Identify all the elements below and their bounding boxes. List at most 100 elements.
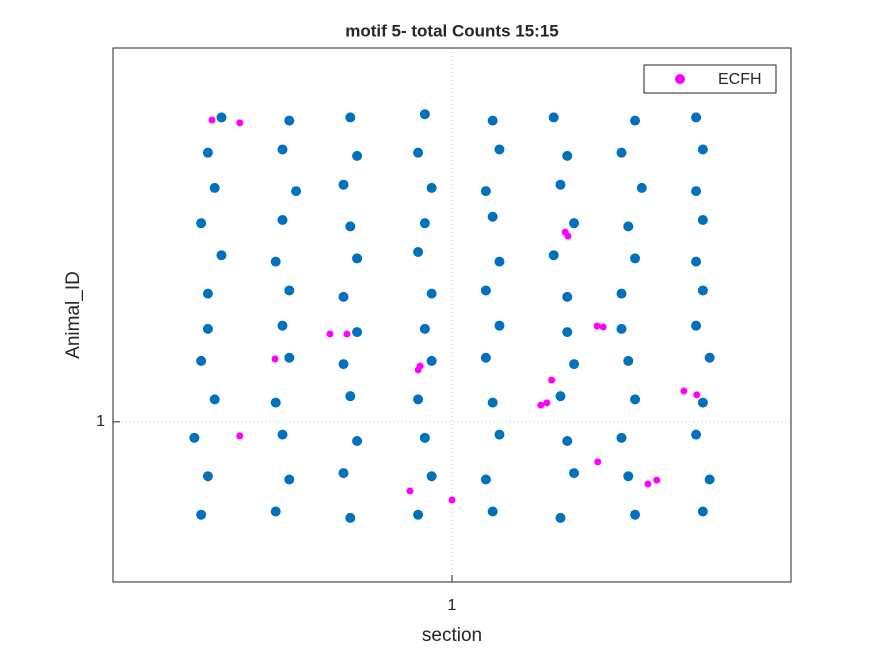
- scatter-point: [352, 253, 363, 264]
- scatter-point: [555, 391, 566, 402]
- chart-title: motif 5- total Counts 15:15: [345, 21, 558, 40]
- scatter-point: [345, 221, 356, 232]
- legend-box: [643, 64, 777, 94]
- scatter-point: [414, 366, 422, 374]
- scatter-point: [202, 471, 213, 482]
- scatter-point: [419, 109, 430, 120]
- scatter-point: [555, 512, 566, 523]
- scatter-point: [569, 218, 580, 229]
- scatter-point: [691, 256, 702, 267]
- scatter-point: [636, 182, 647, 193]
- scatter-point: [599, 323, 607, 331]
- scatter-point: [338, 359, 349, 370]
- scatter-point: [680, 387, 688, 395]
- scatter-point: [345, 112, 356, 123]
- scatter-point: [623, 221, 634, 232]
- scatter-point: [562, 291, 573, 302]
- scatter-point: [691, 429, 702, 440]
- x-tick-label: 1: [448, 597, 457, 614]
- scatter-point: [209, 394, 220, 405]
- scatter-point: [284, 285, 295, 296]
- scatter-point: [616, 147, 627, 158]
- scatter-point: [487, 506, 498, 517]
- legend-marker: [675, 74, 685, 84]
- scatter-point: [413, 394, 424, 405]
- scatter-point: [413, 246, 424, 257]
- scatter-point: [236, 119, 244, 127]
- scatter-point: [623, 355, 634, 366]
- scatter-point: [487, 211, 498, 222]
- x-axis-label: section: [422, 625, 482, 646]
- scatter-point: [338, 291, 349, 302]
- scatter-point: [543, 399, 551, 407]
- y-tick-label: 1: [96, 413, 105, 430]
- scatter-point: [216, 250, 227, 261]
- scatter-point: [236, 432, 244, 440]
- scatter-point: [284, 115, 295, 126]
- scatter-point: [426, 355, 437, 366]
- scatter-point: [270, 506, 281, 517]
- scatter-point: [426, 471, 437, 482]
- scatter-point: [630, 509, 641, 520]
- scatter-point: [448, 496, 456, 504]
- scatter-point: [196, 218, 207, 229]
- scatter-point: [277, 144, 288, 155]
- scatter-point: [419, 432, 430, 443]
- scatter-point: [277, 214, 288, 225]
- scatter-point: [704, 474, 715, 485]
- scatter-point: [352, 327, 363, 338]
- scatter-point: [653, 476, 661, 484]
- scatter-point: [343, 330, 351, 338]
- scatter-point: [537, 401, 545, 409]
- scatter-point: [487, 115, 498, 126]
- scatter-point: [338, 468, 349, 479]
- scatter-point: [277, 429, 288, 440]
- scatter-point: [270, 397, 281, 408]
- scatter-point: [697, 506, 708, 517]
- scatter-point: [616, 323, 627, 334]
- scatter-point: [548, 250, 559, 261]
- scatter-point: [196, 355, 207, 366]
- scatter-point: [593, 322, 601, 330]
- scatter-point: [426, 288, 437, 299]
- scatter-point: [691, 186, 702, 197]
- scatter-point: [697, 397, 708, 408]
- scatter-point: [644, 480, 652, 488]
- scatter-point: [480, 474, 491, 485]
- scatter-point: [338, 179, 349, 190]
- scatter-point: [345, 391, 356, 402]
- scatter-point: [569, 359, 580, 370]
- scatter-point: [413, 147, 424, 158]
- ticks: 11: [96, 413, 456, 614]
- legend: ECFH: [643, 64, 777, 94]
- scatter-point: [564, 232, 572, 240]
- scatter-point: [494, 429, 505, 440]
- scatter-point: [494, 144, 505, 155]
- scatter-point: [487, 397, 498, 408]
- y-axis-label: Animal_ID: [63, 271, 84, 359]
- scatter-point: [345, 512, 356, 523]
- scatter-point: [697, 285, 708, 296]
- scatter-point: [594, 458, 602, 466]
- scatter-point: [693, 391, 701, 399]
- scatter-point: [480, 352, 491, 363]
- scatter-point: [406, 487, 414, 495]
- scatter-point: [202, 147, 213, 158]
- scatter-point: [208, 116, 216, 124]
- scatter-point: [202, 288, 213, 299]
- scatter-point: [548, 376, 556, 384]
- scatter-point: [691, 320, 702, 331]
- scatter-point: [352, 150, 363, 161]
- scatter-point: [494, 320, 505, 331]
- scatter-point: [548, 112, 559, 123]
- scatter-point: [480, 285, 491, 296]
- scatter-point: [623, 471, 634, 482]
- scatter-point: [196, 509, 207, 520]
- scatter-point: [426, 182, 437, 193]
- scatter-point: [494, 256, 505, 267]
- scatter-point: [284, 352, 295, 363]
- scatter-point: [562, 327, 573, 338]
- scatter-point: [630, 253, 641, 264]
